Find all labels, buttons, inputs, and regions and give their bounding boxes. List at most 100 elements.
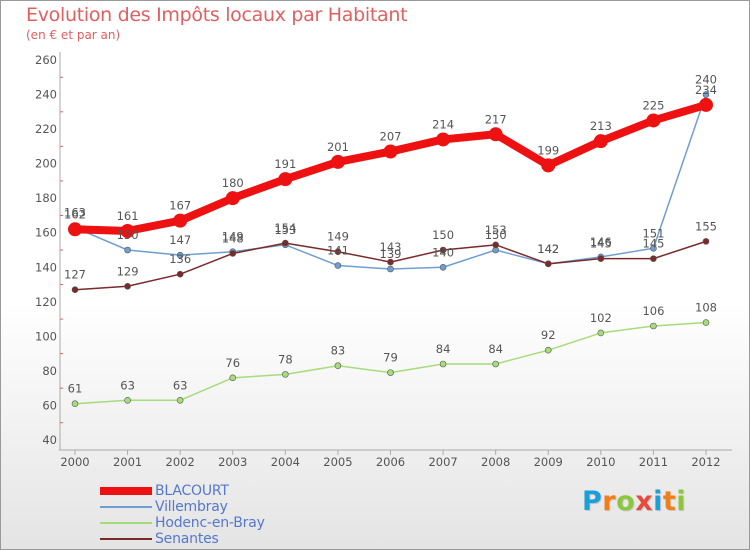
data-point (646, 113, 661, 128)
data-point (702, 91, 710, 98)
data-point (488, 127, 503, 142)
data-label: 153 (485, 223, 507, 237)
data-label: 217 (485, 112, 507, 126)
data-label: 150 (432, 228, 454, 242)
data-label: 214 (432, 117, 454, 131)
x-tick-label: 2005 (323, 455, 352, 469)
data-label: 136 (169, 252, 191, 266)
x-tick-label: 2000 (60, 455, 89, 469)
data-label: 84 (488, 342, 503, 356)
x-tick-label: 2007 (428, 455, 457, 469)
data-point (120, 224, 135, 238)
data-label: 141 (327, 244, 349, 258)
data-label: 199 (537, 143, 559, 157)
logo-letter: t (662, 486, 677, 517)
logo-letter: i (653, 486, 663, 517)
legend-swatch (100, 522, 152, 524)
data-point (176, 396, 184, 404)
data-label: 102 (590, 311, 612, 325)
data-point (334, 362, 342, 370)
data-label: 161 (117, 209, 139, 223)
data-label: 147 (169, 233, 191, 247)
x-tick-label: 2006 (376, 455, 405, 469)
data-point (439, 246, 447, 254)
y-tick-label: 140 (35, 260, 57, 274)
data-label: 167 (169, 199, 191, 213)
data-point (229, 250, 237, 257)
data-label: 142 (537, 242, 559, 256)
data-label: 129 (117, 264, 139, 278)
data-point (173, 213, 188, 228)
legend-label: Senantes (155, 531, 219, 547)
data-point (278, 172, 293, 187)
x-tick-label: 2003 (218, 455, 247, 469)
data-label: 140 (432, 245, 454, 259)
data-point (124, 396, 131, 404)
data-label: 225 (642, 98, 664, 112)
x-tick-label: 2004 (271, 455, 300, 469)
data-label: 83 (331, 344, 346, 358)
x-tick-label: 2010 (586, 455, 615, 469)
chart-subtitle: (en € et par an) (26, 28, 121, 42)
data-label: 153 (274, 223, 296, 237)
logo-letter: i (676, 486, 687, 517)
legend-swatch (100, 487, 152, 495)
y-tick-label: 120 (35, 295, 57, 309)
data-label: 148 (222, 231, 244, 245)
data-point (387, 369, 394, 376)
data-point (71, 286, 79, 294)
data-label: 78 (278, 352, 293, 366)
data-label: 146 (590, 235, 612, 249)
data-point (702, 238, 710, 245)
data-point (176, 270, 184, 278)
data-point (597, 255, 605, 262)
data-label: 163 (64, 206, 86, 220)
data-label: 108 (695, 301, 717, 315)
y-tick-label: 80 (42, 364, 57, 378)
data-point (383, 144, 398, 159)
logo-letter: x (635, 486, 654, 517)
data-point (699, 97, 713, 112)
logo-letter: P (582, 486, 603, 517)
x-tick-label: 2001 (113, 455, 142, 469)
data-point (176, 251, 184, 259)
y-tick-label: 60 (42, 398, 57, 412)
data-point (650, 322, 657, 330)
data-label: 63 (173, 378, 188, 392)
data-point (124, 246, 131, 254)
data-label: 151 (642, 226, 664, 240)
data-point (282, 371, 289, 378)
x-tick-label: 2002 (166, 455, 195, 469)
data-point (225, 191, 240, 206)
y-tick-label: 180 (35, 191, 57, 205)
data-point (593, 134, 608, 149)
data-point (650, 255, 657, 262)
data-point (492, 360, 499, 368)
data-label: 154 (274, 221, 296, 235)
data-point (439, 263, 447, 271)
x-tick-label: 2011 (639, 455, 668, 469)
data-point (541, 158, 556, 173)
data-label: 84 (436, 342, 451, 356)
y-tick-label: 160 (35, 226, 57, 240)
y-tick-label: 260 (35, 53, 57, 67)
chart-title: Evolution des Impôts locaux par Habitant (26, 4, 408, 26)
legend-label: Hodenc-en-Bray (155, 515, 265, 531)
data-label: 76 (225, 356, 240, 370)
data-label: 150 (485, 228, 507, 242)
data-label: 143 (380, 240, 402, 254)
data-label: 234 (695, 83, 717, 97)
data-label: 213 (590, 119, 612, 133)
x-tick-label: 2012 (691, 455, 720, 469)
y-tick-label: 200 (35, 157, 57, 171)
data-label: 240 (695, 73, 717, 87)
data-point (702, 319, 710, 326)
y-tick-label: 100 (35, 329, 57, 343)
data-label: 106 (642, 304, 664, 318)
data-point (492, 241, 499, 249)
legend-label: Villembray (155, 499, 228, 515)
legend-swatch (100, 538, 152, 540)
data-label: 145 (642, 237, 664, 251)
